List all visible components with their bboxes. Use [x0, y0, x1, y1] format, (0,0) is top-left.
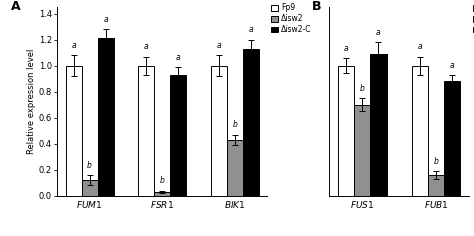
Text: a: a — [217, 41, 221, 50]
Text: a: a — [103, 15, 108, 24]
Bar — [65, 66, 82, 196]
Bar — [227, 140, 243, 196]
Text: b: b — [232, 120, 237, 130]
Text: a: a — [418, 42, 422, 51]
Bar — [243, 49, 259, 196]
Bar — [154, 192, 170, 196]
Text: b: b — [360, 84, 365, 93]
Bar — [138, 66, 154, 196]
Bar — [354, 105, 370, 196]
Text: b: b — [160, 177, 164, 185]
Bar — [211, 66, 227, 196]
Text: b: b — [434, 157, 438, 166]
Y-axis label: Relative expression level: Relative expression level — [27, 49, 36, 154]
Text: a: a — [71, 41, 76, 50]
Bar — [82, 180, 98, 196]
Bar — [338, 66, 354, 196]
Text: a: a — [144, 42, 148, 51]
Text: b: b — [87, 161, 92, 170]
Text: a: a — [176, 53, 181, 62]
Bar — [98, 38, 113, 196]
Bar — [428, 175, 444, 196]
Text: B: B — [312, 0, 321, 13]
Bar — [170, 75, 186, 196]
Text: a: a — [248, 25, 253, 34]
Bar — [444, 81, 460, 196]
Text: a: a — [450, 61, 455, 70]
Text: a: a — [376, 28, 381, 37]
Bar — [411, 66, 428, 196]
Text: a: a — [344, 44, 348, 53]
Text: A: A — [10, 0, 20, 13]
Bar — [370, 54, 386, 196]
Legend: Fp9, Δisw2, Δisw2-C: Fp9, Δisw2, Δisw2-C — [473, 3, 474, 34]
Legend: Fp9, Δisw2, Δisw2-C: Fp9, Δisw2, Δisw2-C — [271, 3, 312, 34]
